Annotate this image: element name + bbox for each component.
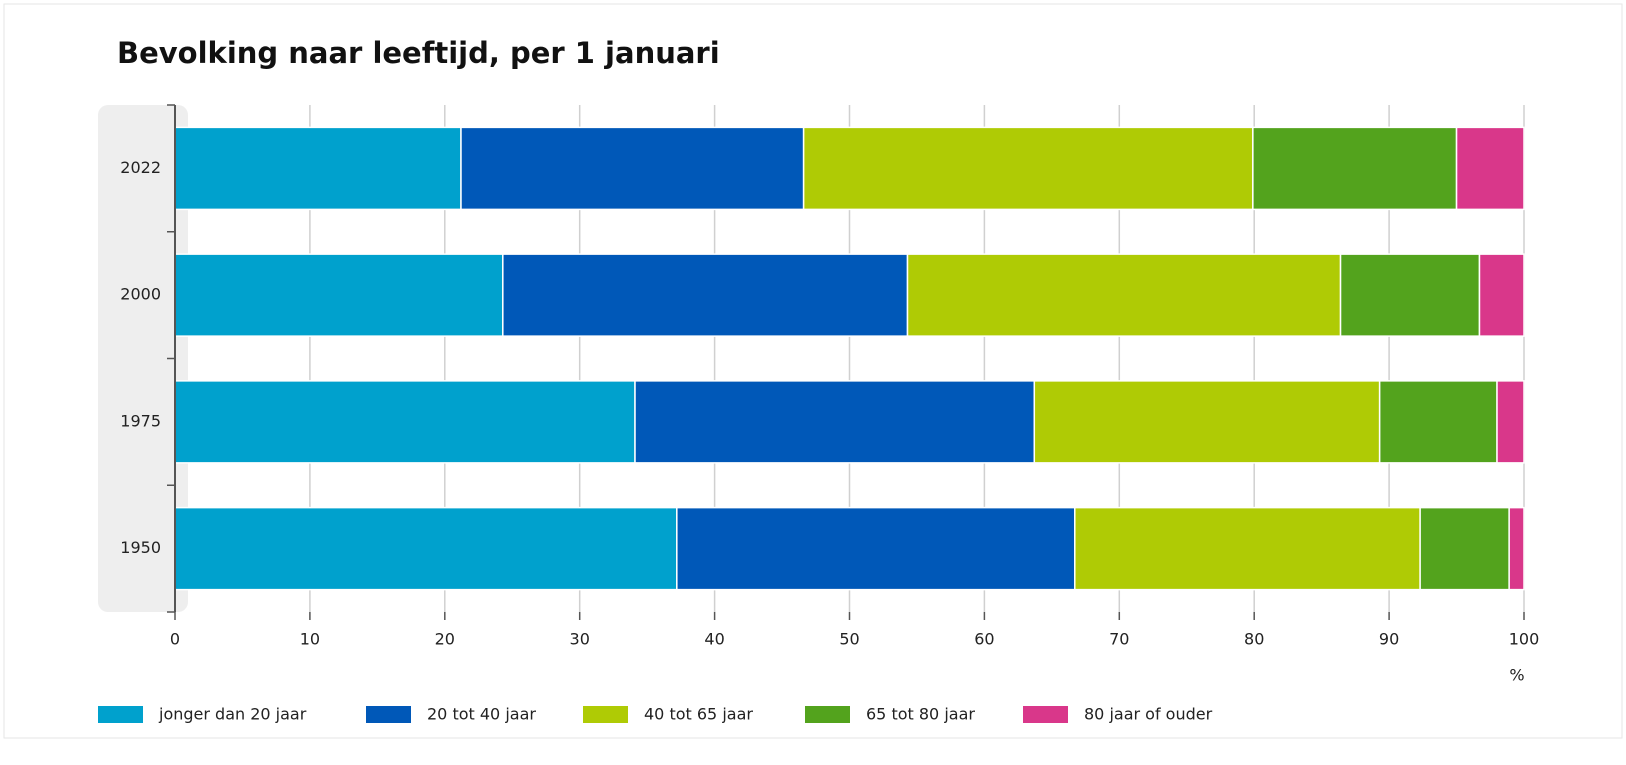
chart-title: Bevolking naar leeftijd, per 1 januari xyxy=(117,36,720,70)
x-tick-label: 60 xyxy=(974,630,994,649)
bar-segment xyxy=(1455,126,1525,211)
legend-swatch xyxy=(98,706,143,723)
legend-swatch xyxy=(366,706,411,723)
bar-segment xyxy=(1252,126,1458,211)
bar-segment xyxy=(1508,506,1525,591)
bar-segment xyxy=(460,126,805,211)
chart-frame xyxy=(3,3,1623,739)
bar-segment xyxy=(502,253,909,337)
bar-segment xyxy=(1378,380,1498,464)
y-tick-label: 1950 xyxy=(120,538,161,557)
legend-swatch xyxy=(805,706,850,723)
x-tick-label: 100 xyxy=(1509,630,1540,649)
bar-segment xyxy=(1478,253,1525,337)
bar-segment xyxy=(1033,380,1381,464)
legend-label: jonger dan 20 jaar xyxy=(158,705,307,724)
bar-segment xyxy=(634,380,1036,464)
bar-segment xyxy=(174,380,636,464)
bar-segment xyxy=(174,126,462,211)
category-panel xyxy=(98,105,188,612)
x-tick-label: 0 xyxy=(170,630,180,649)
legend-label: 65 tot 80 jaar xyxy=(866,705,975,724)
x-tick-label: 70 xyxy=(1109,630,1129,649)
x-tick-label: 50 xyxy=(839,630,859,649)
bar-segment xyxy=(1339,253,1481,337)
bar-segment xyxy=(1496,380,1525,464)
legend-swatch xyxy=(583,706,628,723)
bar-segment xyxy=(676,506,1076,591)
legend-label: 80 jaar of ouder xyxy=(1084,705,1213,724)
bar-segment xyxy=(802,126,1254,211)
bar-segment xyxy=(174,506,678,591)
bar-segment xyxy=(906,253,1342,337)
x-tick-label: 80 xyxy=(1244,630,1264,649)
x-tick-label: 90 xyxy=(1379,630,1399,649)
y-tick-label: 2022 xyxy=(120,158,161,177)
x-tick-label: 30 xyxy=(570,630,590,649)
x-tick-label: 40 xyxy=(704,630,724,649)
bar-segment xyxy=(1074,506,1421,591)
y-tick-label: 1975 xyxy=(120,411,161,430)
y-tick-label: 2000 xyxy=(120,285,161,304)
legend-label: 40 tot 65 jaar xyxy=(644,705,753,724)
x-axis-label: % xyxy=(1509,666,1524,685)
x-tick-label: 20 xyxy=(435,630,455,649)
legend-swatch xyxy=(1023,706,1068,723)
bar-segment xyxy=(174,253,504,337)
legend-label: 20 tot 40 jaar xyxy=(427,705,536,724)
bar-segment xyxy=(1419,506,1510,591)
x-tick-label: 10 xyxy=(300,630,320,649)
